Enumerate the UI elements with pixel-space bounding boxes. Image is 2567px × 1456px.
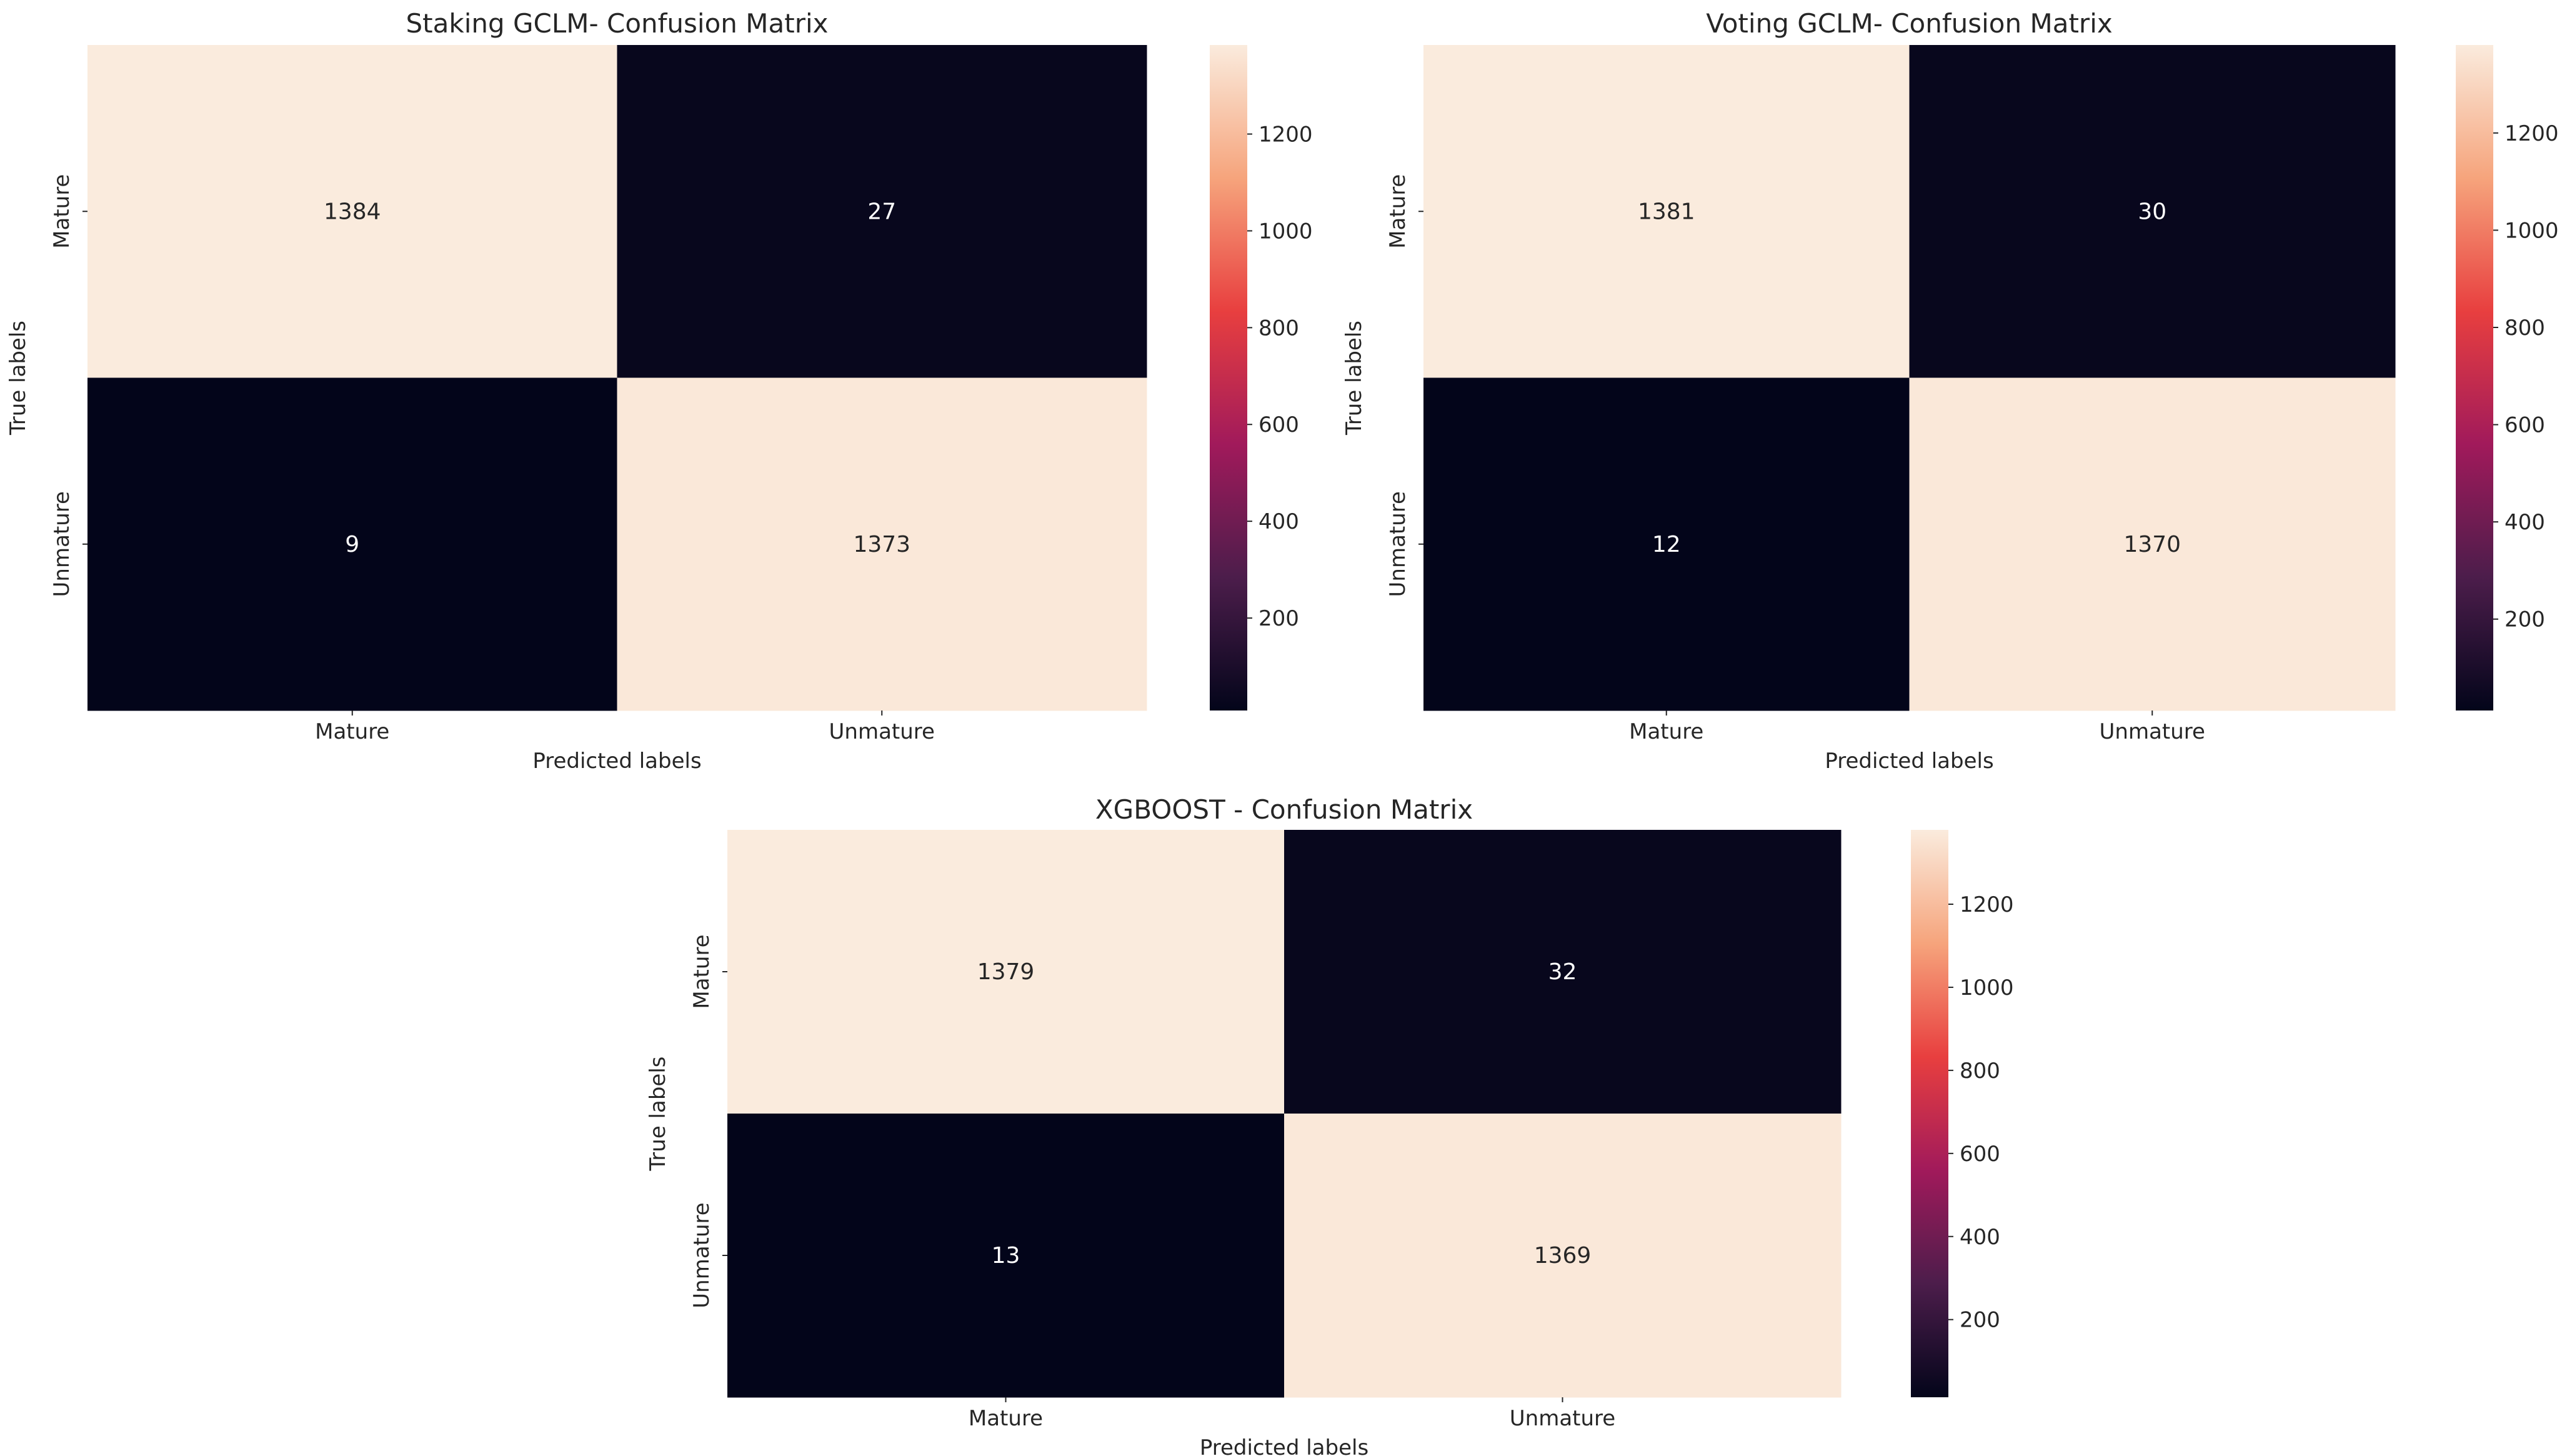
colorbar-tick-label: 400 bbox=[1259, 509, 1299, 534]
chart-title: Staking GCLM- Confusion Matrix bbox=[406, 8, 829, 39]
colorbar-tick-label: 200 bbox=[2505, 607, 2545, 632]
x-tick-label: Mature bbox=[315, 719, 389, 744]
heatmap-panel-1: Staking GCLM- Confusion Matrix 1384 27 9 137… bbox=[6, 8, 1313, 774]
colorbar-tick-label: 600 bbox=[2505, 413, 2545, 438]
colorbar-tick-label: 400 bbox=[2505, 510, 2545, 535]
x-tick-label: Unmature bbox=[829, 719, 935, 744]
heatmap-cell bbox=[87, 377, 617, 711]
y-axis-label: True labels bbox=[645, 1057, 670, 1172]
heatmap-cell bbox=[727, 1114, 1285, 1398]
cell-value-label: 27 bbox=[867, 199, 896, 224]
heatmap-cell bbox=[1423, 377, 1910, 711]
colorbar-tick-label: 400 bbox=[1960, 1225, 2000, 1250]
cell-value-label: 9 bbox=[345, 532, 359, 557]
heatmap-cell bbox=[1909, 45, 2396, 378]
chart-title: Voting GCLM- Confusion Matrix bbox=[1706, 8, 2112, 39]
x-tick-label: Mature bbox=[969, 1406, 1043, 1431]
cell-value-label: 1384 bbox=[324, 199, 381, 224]
heatmap-cell bbox=[727, 830, 1285, 1114]
x-tick-label: Mature bbox=[1629, 719, 1703, 744]
heatmap-cell bbox=[1423, 45, 1910, 378]
colorbar-tick-label: 800 bbox=[2505, 316, 2545, 341]
y-axis-label: True labels bbox=[6, 321, 31, 436]
colorbar-tick-label: 600 bbox=[1960, 1142, 2000, 1167]
cell-value-label: 1381 bbox=[1638, 199, 1695, 224]
colorbar-tick-label: 1200 bbox=[1259, 122, 1313, 147]
colorbar-tick-label: 1200 bbox=[1960, 892, 2014, 917]
colorbar bbox=[2456, 45, 2493, 711]
colorbar bbox=[1210, 45, 1247, 711]
cell-value-label: 1369 bbox=[1534, 1243, 1592, 1269]
y-axis-label: True labels bbox=[1342, 321, 1367, 436]
y-tick-label: Mature bbox=[49, 174, 74, 249]
heatmap-panel-3: XGBOOST - Confusion Matrix 1379 32 13 1369 Ma… bbox=[645, 794, 2014, 1456]
heatmap-panel-2: Voting GCLM- Confusion Matrix 1381 30 12 137… bbox=[1342, 8, 2559, 774]
cell-value-label: 30 bbox=[2138, 199, 2166, 224]
heatmap-cell bbox=[1284, 1114, 1842, 1398]
y-tick-label: Mature bbox=[1385, 174, 1410, 249]
colorbar-tick-label: 800 bbox=[1259, 316, 1299, 341]
colorbar-tick-label: 200 bbox=[1259, 606, 1299, 631]
x-axis-label: Predicted labels bbox=[532, 749, 701, 774]
heatmap-cell bbox=[1284, 830, 1842, 1114]
y-tick-label: Mature bbox=[689, 934, 714, 1009]
colorbar-tick-label: 800 bbox=[1960, 1059, 2000, 1084]
colorbar-tick-label: 1000 bbox=[1259, 219, 1313, 244]
colorbar-tick-label: 200 bbox=[1960, 1308, 2000, 1333]
cell-value-label: 12 bbox=[1652, 532, 1681, 557]
cell-value-label: 1370 bbox=[2123, 532, 2181, 557]
y-tick-label: Unmature bbox=[1385, 491, 1410, 597]
cell-value-label: 1373 bbox=[853, 532, 910, 557]
y-tick-label: Unmature bbox=[49, 491, 74, 597]
cell-value-label: 32 bbox=[1548, 959, 1577, 985]
x-axis-label: Predicted labels bbox=[1825, 749, 1993, 774]
colorbar-tick-label: 600 bbox=[1259, 412, 1299, 437]
heatmap-cell bbox=[617, 377, 1147, 711]
colorbar bbox=[1911, 830, 1948, 1397]
colorbar-tick-label: 1200 bbox=[2505, 121, 2559, 146]
chart-title: XGBOOST - Confusion Matrix bbox=[1095, 794, 1473, 825]
colorbar-tick-label: 1000 bbox=[1960, 975, 2014, 1000]
heatmap-cell bbox=[87, 45, 617, 378]
colorbar-tick-label: 1000 bbox=[2505, 218, 2559, 243]
x-tick-label: Unmature bbox=[2100, 719, 2205, 744]
heatmap-cell bbox=[1909, 377, 2396, 711]
heatmap-cell bbox=[617, 45, 1147, 378]
y-tick-label: Unmature bbox=[689, 1202, 714, 1308]
cell-value-label: 1379 bbox=[977, 959, 1035, 985]
x-axis-label: Predicted labels bbox=[1200, 1435, 1368, 1456]
x-tick-label: Unmature bbox=[1510, 1406, 1615, 1431]
cell-value-label: 13 bbox=[992, 1243, 1020, 1269]
